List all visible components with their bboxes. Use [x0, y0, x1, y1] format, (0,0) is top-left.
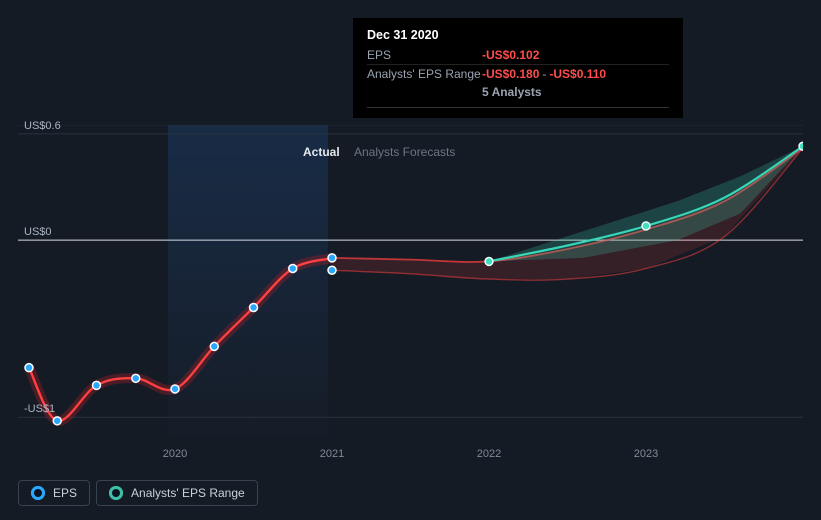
chart-plot[interactable]	[18, 125, 803, 435]
eps-marker[interactable]	[132, 374, 140, 382]
forecast-marker	[642, 222, 650, 230]
legend-label: Analysts' EPS Range	[131, 486, 245, 500]
legend-swatch-icon	[31, 486, 45, 500]
x-axis-label: 2020	[163, 448, 187, 460]
eps-chart: US$0.6US$0-US$1 2020202120222023 Actual …	[18, 0, 803, 520]
legend-swatch-icon	[109, 486, 123, 500]
y-axis-label: US$0.6	[24, 120, 61, 132]
eps-marker[interactable]	[171, 385, 179, 393]
tooltip-range-sep: -	[539, 67, 549, 81]
tooltip-key: Analysts' EPS Range	[367, 67, 482, 81]
tooltip-row: Analysts' EPS Range-US$0.180 - -US$0.110	[367, 64, 669, 83]
eps-marker[interactable]	[210, 342, 218, 350]
x-axis-label: 2023	[634, 448, 658, 460]
x-axis-label: 2021	[320, 448, 344, 460]
x-axis-label: 2022	[477, 448, 501, 460]
chart-legend: EPS Analysts' EPS Range	[18, 480, 258, 506]
actual-region-label: Actual	[303, 145, 340, 159]
tooltip-row: EPS-US$0.102	[367, 46, 669, 64]
eps-marker[interactable]	[328, 266, 336, 274]
y-axis-label: US$0	[24, 226, 52, 238]
tooltip-date: Dec 31 2020	[367, 28, 669, 42]
eps-marker[interactable]	[289, 264, 297, 272]
tooltip-value: -US$0.102	[482, 48, 539, 62]
legend-label: EPS	[53, 486, 77, 500]
tooltip-range-low: -US$0.180	[482, 67, 539, 81]
forecast-marker	[485, 257, 493, 265]
tooltip-analysts-count: 5 Analysts	[482, 85, 669, 99]
eps-marker[interactable]	[53, 417, 61, 425]
chart-tooltip: Dec 31 2020 EPS-US$0.102Analysts' EPS Ra…	[353, 18, 683, 118]
legend-item[interactable]: EPS	[18, 480, 90, 506]
eps-marker[interactable]	[25, 364, 33, 372]
forecast-region-label: Analysts Forecasts	[354, 145, 455, 159]
y-axis-label: -US$1	[24, 403, 55, 415]
tooltip-range-high: -US$0.110	[549, 67, 606, 81]
eps-marker[interactable]	[250, 303, 258, 311]
eps-marker[interactable]	[93, 381, 101, 389]
forecast-teal-range	[489, 146, 803, 261]
eps-marker[interactable]	[328, 254, 336, 262]
tooltip-key: EPS	[367, 48, 482, 62]
legend-item[interactable]: Analysts' EPS Range	[96, 480, 258, 506]
actual-period-band	[168, 125, 328, 435]
forecast-marker	[799, 142, 803, 150]
